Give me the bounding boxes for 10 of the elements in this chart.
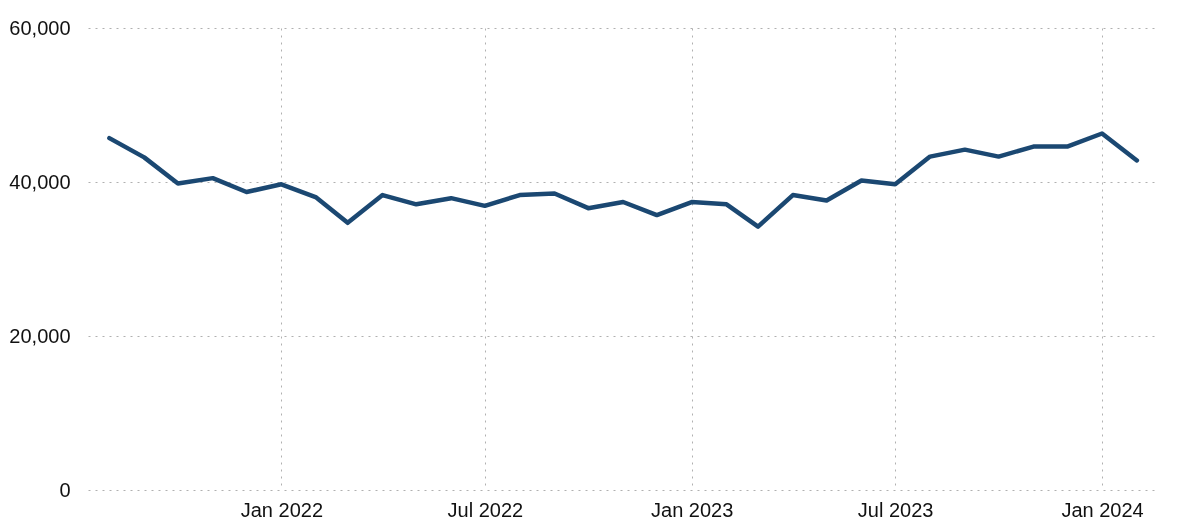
y-tick-label: 0: [59, 478, 71, 501]
x-tick-label: Jul 2023: [857, 498, 934, 521]
x-tick-label: Jul 2022: [447, 498, 524, 521]
x-tick-label: Jan 2024: [1061, 498, 1144, 521]
line-series: [107, 131, 1140, 229]
x-tick-label: Jan 2022: [240, 498, 324, 521]
y-tick-label: 40,000: [9, 170, 71, 193]
y-tick-label: 20,000: [9, 324, 71, 347]
y-tick-label: 60,000: [9, 16, 71, 39]
x-tick-label: Jan 2023: [651, 498, 734, 521]
